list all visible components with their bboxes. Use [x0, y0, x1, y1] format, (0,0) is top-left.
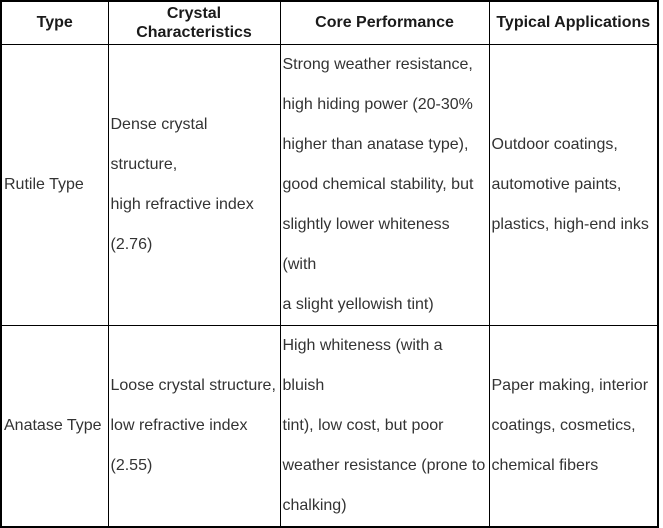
header-cell-typical-applications: Typical Applications: [488, 0, 659, 45]
header-cell-type: Type: [0, 0, 109, 45]
cell-anatase-typical-applications: Paper making, interior coatings, cosmeti…: [488, 324, 659, 527]
table-row-rutile: Rutile Type Dense crystal structure, hig…: [0, 43, 659, 326]
header-row: Type Crystal Characteristics Core Perfor…: [0, 0, 659, 45]
table-body: Rutile Type Dense crystal structure, hig…: [0, 43, 659, 527]
cell-anatase-core-performance: High whiteness (with a bluish tint), low…: [279, 324, 490, 527]
table-row-anatase: Anatase Type Loose crystal structure, lo…: [0, 324, 659, 527]
cell-rutile-type: Rutile Type: [0, 43, 109, 326]
header-cell-crystal-characteristics: Crystal Characteristics: [107, 0, 281, 45]
table-header: Type Crystal Characteristics Core Perfor…: [0, 0, 659, 45]
cell-rutile-crystal-characteristics: Dense crystal structure, high refractive…: [107, 43, 281, 326]
cell-anatase-type: Anatase Type: [0, 324, 109, 527]
cell-rutile-core-performance: Strong weather resistance, high hiding p…: [279, 43, 490, 326]
cell-anatase-crystal-characteristics: Loose crystal structure, low refractive …: [107, 324, 281, 527]
header-cell-core-performance: Core Performance: [279, 0, 490, 45]
cell-rutile-typical-applications: Outdoor coatings, automotive paints, pla…: [488, 43, 659, 326]
